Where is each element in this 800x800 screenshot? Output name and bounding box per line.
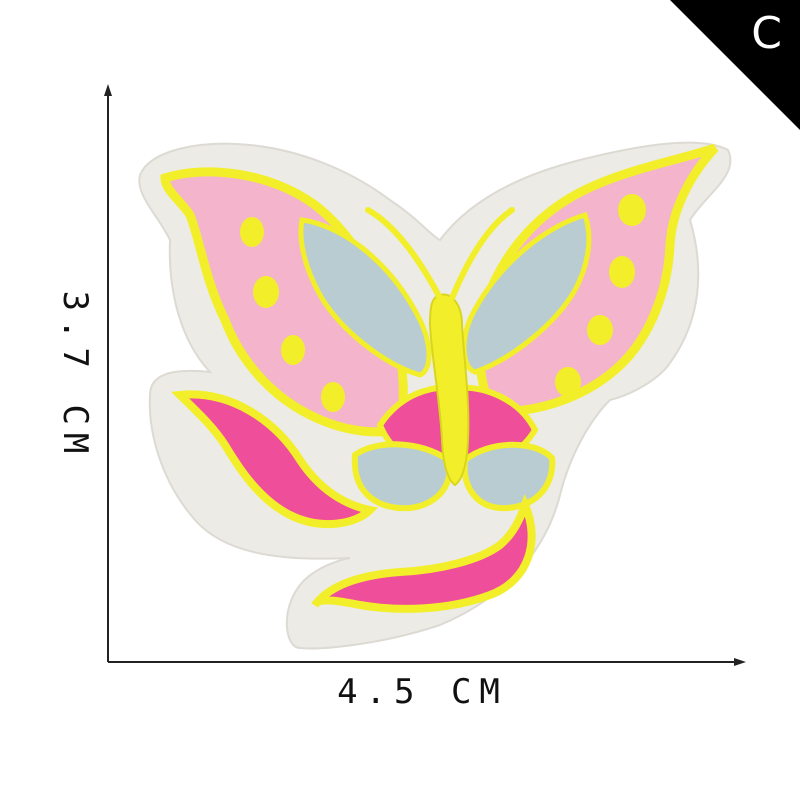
left-antenna xyxy=(365,207,443,301)
lower-tail xyxy=(311,493,536,613)
left-swoosh xyxy=(171,390,379,529)
right-antenna xyxy=(449,207,515,301)
corner-badge-triangle xyxy=(670,0,800,130)
corner-badge-letter: C xyxy=(751,8,782,59)
wing-spots xyxy=(240,194,646,412)
lower-left-wing xyxy=(351,441,453,512)
lower-right-wing xyxy=(461,441,556,512)
left-inner-wing xyxy=(298,217,432,378)
vertical-axis-arrow xyxy=(104,84,112,96)
horizontal-axis-arrow xyxy=(734,658,746,666)
width-dimension-label: 4.5 CM xyxy=(337,672,508,712)
butterfly-body xyxy=(428,293,470,487)
right-inner-wing xyxy=(461,211,592,375)
